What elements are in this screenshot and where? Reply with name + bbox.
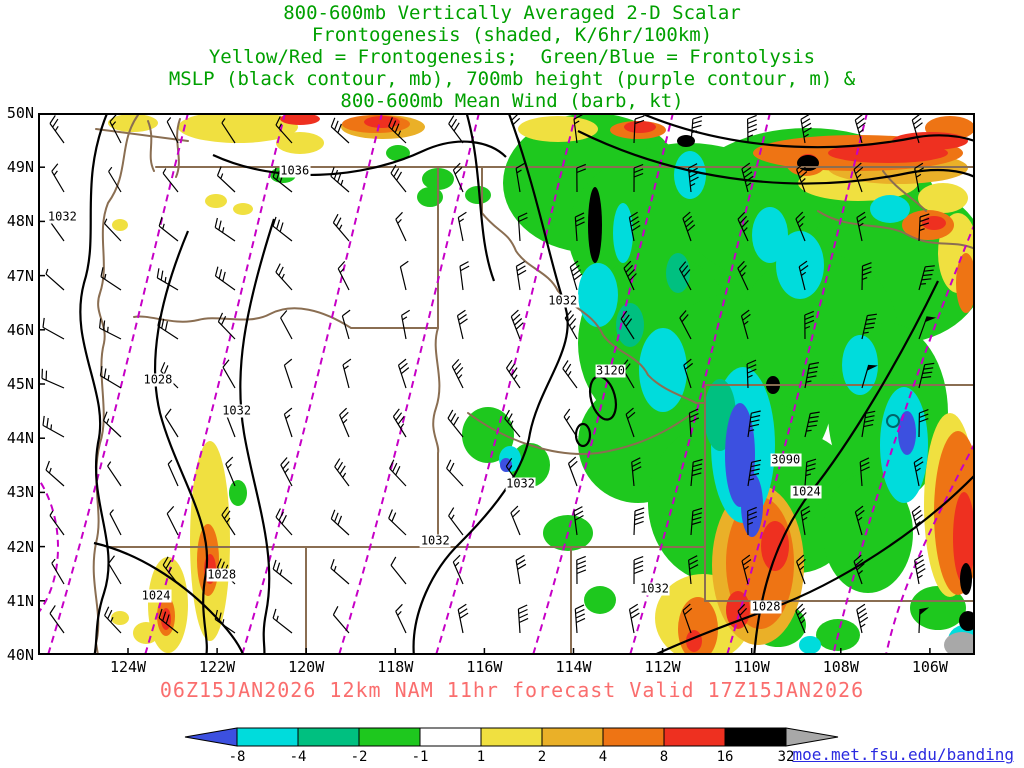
map-canvas [38, 113, 975, 655]
lat-tick-label: 44N [6, 429, 34, 448]
colorbar-tick-label: 4 [598, 749, 608, 765]
colorbar-canvas [184, 727, 839, 747]
colorbar-tick-label: 32 [777, 749, 795, 765]
contour-label: 3120 [595, 363, 626, 378]
contour-label: 1032 [221, 403, 253, 418]
colorbar-tick-label: -1 [411, 749, 429, 765]
title-line-1: 800-600mb Vertically Averaged 2-D Scalar [283, 2, 741, 24]
map-area: 1032 1036 1028 1032 1024 1028 1032 1032 1032 3120… [38, 113, 975, 655]
colorbar-tick-label: -8 [228, 749, 246, 765]
colorbar-tick-label: 16 [716, 749, 734, 765]
colorbar-tick-label: 8 [659, 749, 669, 765]
colorbar-segment [724, 727, 787, 747]
colorbar-arrow-left [184, 727, 238, 747]
site-link[interactable]: moe.met.fsu.edu/banding [792, 745, 1014, 764]
contour-label: 1032 [547, 293, 579, 308]
wind-barbs-layer [41, 113, 937, 634]
lat-tick-label: 50N [6, 104, 34, 122]
colorbar-segment [297, 727, 360, 747]
contour-label: 1028 [142, 372, 174, 387]
colorbar-arrow-right [785, 727, 839, 747]
state-borders-layer [92, 114, 975, 655]
contour-label: 1024 [790, 484, 822, 499]
forecast-caption: 06Z15JAN2026 12km NAM 11hr forecast Vali… [159, 678, 865, 702]
contour-label: 1024 [140, 588, 172, 603]
contour-label: 1032 [639, 581, 670, 596]
lon-tick-label: 116W [466, 658, 503, 676]
lon-tick-label: 112W [644, 658, 681, 676]
lon-tick-label: 122W [199, 658, 236, 676]
contour-label: 1028 [206, 567, 238, 582]
lon-tick-label: 124W [109, 658, 147, 676]
colorbar-tick-label: -2 [350, 749, 368, 765]
colorbar-segment [358, 727, 421, 747]
lat-tick-label: 42N [6, 537, 34, 556]
lon-tick-label: 108W [822, 658, 859, 676]
lat-tick-label: 47N [6, 266, 34, 285]
colorbar-tick-label: 1 [476, 749, 486, 765]
lon-tick-label: 120W [288, 658, 325, 676]
lat-tick-label: 46N [6, 320, 34, 339]
lon-tick-label: 114W [555, 658, 592, 676]
figure-title: 800-600mb Vertically Averaged 2-D Scalar… [0, 2, 1024, 112]
colorbar-segment [419, 727, 482, 747]
colorbar-tick-label: -4 [289, 749, 307, 765]
contour-label: 1028 [750, 599, 782, 614]
mslp-contours-layer [79, 113, 975, 655]
lat-tick-label: 49N [6, 158, 34, 177]
colorbar-segment [236, 727, 299, 747]
colorbar: -8 -4 -2 -1 1 2 4 8 16 32 [183, 727, 843, 767]
colorbar-segment [480, 727, 543, 747]
contour-label: 1032 [419, 533, 451, 548]
lat-tick-label: 48N [6, 212, 34, 231]
contour-label: 1032 [505, 476, 536, 491]
lat-tick-label: 40N [6, 646, 34, 664]
height-contours-layer [38, 113, 975, 655]
lon-tick-label: 106W [911, 658, 948, 676]
frontogenesis-shading-layer [108, 113, 975, 655]
lat-tick-label: 45N [6, 375, 34, 393]
colorbar-tick-label: 2 [537, 749, 547, 765]
title-line-2: Frontogenesis (shaded, K/6hr/100km) [311, 24, 713, 46]
title-line-3: Yellow/Red = Frontogenesis; Green/Blue =… [208, 46, 816, 68]
lat-tick-label: 41N [6, 591, 34, 610]
lat-tick-label: 43N [6, 483, 34, 502]
title-line-5: 800-600mb Mean Wind (barb, kt) [340, 90, 684, 112]
lon-tick-label: 110W [733, 658, 770, 676]
colorbar-segment [602, 727, 665, 747]
contour-label: 3090 [770, 452, 802, 467]
title-line-4: MSLP (black contour, mb), 700mb height (… [168, 68, 856, 90]
colorbar-segment [541, 727, 604, 747]
map-frame [38, 113, 975, 655]
contour-label: 1036 [279, 163, 311, 178]
lon-tick-label: 118W [377, 658, 414, 676]
contour-label: 1032 [46, 209, 78, 224]
colorbar-segment [663, 727, 726, 747]
